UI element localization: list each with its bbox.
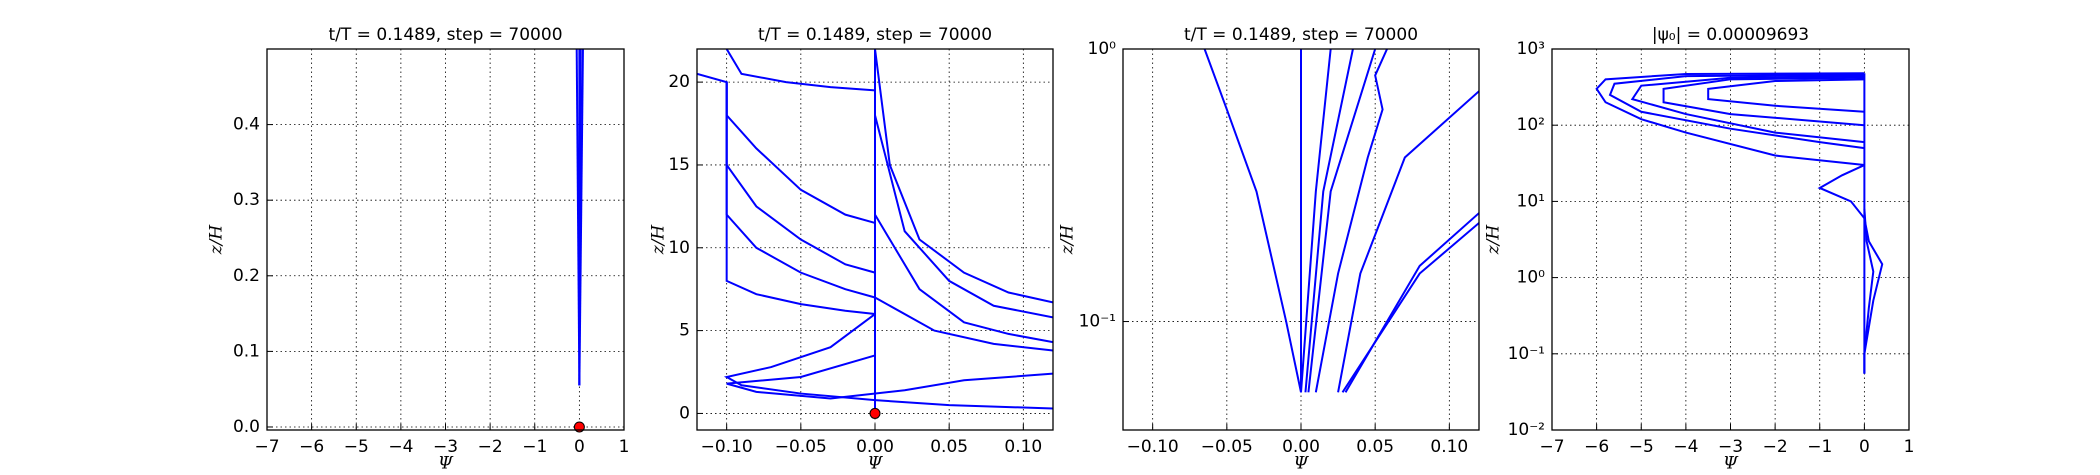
data-line [874, 296, 1053, 352]
x-tick-label: −2 [1763, 437, 1788, 457]
data-line [874, 115, 1053, 319]
axes-frame [696, 48, 1054, 431]
data-line [1707, 78, 1865, 113]
axes-frame [1551, 48, 1910, 431]
x-tick-label: 0 [574, 437, 585, 457]
plot-area [575, 49, 584, 386]
y-tick-label: 15 [668, 155, 690, 175]
x-tick-label: −3 [433, 437, 458, 457]
data-line [1662, 76, 1865, 127]
y-tick-label: 10¹ [1517, 191, 1545, 211]
x-tick-label: 0.10 [1430, 437, 1468, 457]
subplot-title: t/T = 0.1489, step = 70000 [758, 25, 992, 45]
y-tick-label: 10⁰ [1088, 39, 1117, 59]
data-point [869, 407, 881, 419]
y-tick-label: 0.1 [233, 341, 260, 361]
x-tick-label: −7 [1539, 437, 1564, 457]
data-line [1337, 90, 1479, 393]
x-axis-label: Ψ [438, 454, 454, 474]
x-tick-label: −1 [1807, 437, 1832, 457]
y-tick-label: 0 [679, 403, 690, 423]
x-tick-label: −7 [254, 437, 279, 457]
y-axis-label: z/H [207, 224, 227, 256]
data-line [1304, 49, 1354, 393]
data-line [578, 49, 582, 386]
x-tick-label: 0.00 [1282, 437, 1320, 457]
y-tick-label: 10⁻¹ [1079, 312, 1116, 332]
y-tick-label: 10⁻¹ [1508, 344, 1545, 364]
plot-area [1203, 49, 1479, 393]
x-tick-label: 0.05 [930, 437, 968, 457]
x-axis-label: Ψ [868, 454, 884, 474]
subplot-title: t/T = 0.1489, step = 70000 [328, 25, 562, 45]
x-tick-label: −6 [299, 437, 324, 457]
x-tick-label: −0.05 [775, 437, 827, 457]
subplot: −0.10 −0.05 0.00 0.05 0.10 10⁻¹ 10⁰ t/T = 0.148… [1058, 25, 1480, 474]
x-tick-label: −4 [388, 437, 413, 457]
subplot: −0.10 −0.05 0.00 0.05 0.10 0 5 10 15 20 t/T = 0.14… [649, 25, 1054, 474]
x-tick-label: 1 [1904, 437, 1915, 457]
y-axis-label: z/H [1058, 224, 1078, 256]
x-axis-label: Ψ [1294, 454, 1310, 474]
data-line [725, 49, 876, 92]
subplot: −7 −6 −5 −4 −3 −2 −1 0 1 10⁻² 10⁻¹ 10⁰ 10¹ 10² 10³ |ψ₀|… [1484, 25, 1915, 474]
y-tick-label: 5 [679, 321, 690, 341]
y-tick-label: 10⁰ [1517, 268, 1546, 288]
plot-area [697, 49, 1053, 414]
x-tick-label: −4 [1673, 437, 1698, 457]
y-tick-label: 10 [668, 238, 690, 258]
x-tick-label: 0.00 [856, 437, 894, 457]
data-line [725, 82, 876, 316]
data-line [874, 49, 1053, 304]
x-axis-label: Ψ [1723, 454, 1739, 474]
data-line [1608, 73, 1865, 150]
y-tick-label: 0.3 [233, 190, 260, 210]
data-line [1630, 75, 1865, 144]
axes-frame [266, 48, 625, 431]
x-tick-label: −5 [1629, 437, 1654, 457]
data-line [1203, 49, 1302, 393]
x-tick-label: −0.10 [701, 437, 753, 457]
data-line [697, 72, 876, 224]
x-tick-label: −3 [1718, 437, 1743, 457]
y-tick-label: 10⁻² [1508, 420, 1545, 440]
data-line [1595, 72, 1865, 167]
data-line [1307, 49, 1377, 393]
y-tick-label: 0.2 [233, 266, 260, 286]
x-tick-label: −6 [1584, 437, 1609, 457]
x-tick-label: 0.10 [1004, 437, 1042, 457]
x-tick-label: 0 [1859, 437, 1870, 457]
data-line [874, 214, 1053, 344]
x-tick-label: −0.10 [1127, 437, 1179, 457]
data-line [1863, 208, 1875, 374]
y-tick-label: 0.4 [233, 115, 260, 135]
data-line [1341, 222, 1479, 393]
x-tick-label: −1 [522, 437, 547, 457]
y-axis-label: z/H [649, 224, 669, 256]
data-line [1314, 49, 1388, 393]
subplot-title: t/T = 0.1489, step = 70000 [1184, 25, 1418, 45]
x-tick-label: 0.05 [1356, 437, 1394, 457]
plot-area [1595, 72, 1884, 374]
x-tick-label: −2 [478, 437, 503, 457]
data-line [725, 82, 876, 274]
y-tick-label: 10² [1517, 115, 1545, 135]
data-line [723, 313, 1053, 410]
subplot: −7 −6 −5 −4 −3 −2 −1 0 1 0.0 0.1 0.2 0.3 0.4 t/T = 0.1… [207, 25, 630, 474]
x-tick-label: −5 [344, 437, 369, 457]
data-line [1300, 49, 1332, 393]
x-tick-label: 1 [619, 437, 630, 457]
axes-frame [1122, 48, 1480, 431]
y-tick-label: 0.0 [233, 417, 260, 437]
data-line [726, 354, 1053, 400]
y-axis-label: z/H [1484, 224, 1504, 256]
x-tick-label: −0.05 [1201, 437, 1253, 457]
y-tick-label: 20 [668, 72, 690, 92]
y-tick-label: 10³ [1517, 39, 1545, 59]
subplot-title: |ψ₀| = 0.00009693 [1652, 25, 1809, 45]
